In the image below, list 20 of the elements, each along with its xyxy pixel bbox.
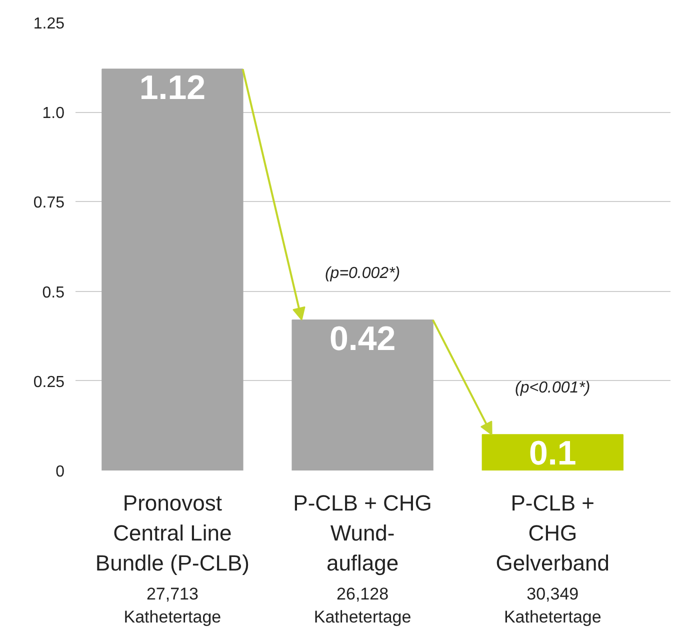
text: 27,713 Kathetertage [124, 584, 222, 626]
text: 30,349 Kathetertage [504, 584, 602, 626]
data-label: 0.1 [529, 434, 576, 473]
bar [102, 68, 244, 470]
y-tick-label: 0.25 [33, 374, 65, 391]
data-label: 1.12 [139, 69, 206, 108]
x-tick-label: P-CLB + CHG Gelverband [496, 490, 610, 576]
y-tick-label: 1.0 [42, 105, 65, 122]
y-tick-label: 0.75 [33, 194, 65, 212]
bar [292, 319, 434, 470]
y-tick-label: 0.5 [42, 284, 65, 302]
annotation: (p<0.001*) [515, 380, 590, 397]
data-label: 0.42 [329, 320, 396, 358]
annotation: (p=0.002*) [324, 264, 400, 282]
x-tick-label: P-CLB + CHG Wund- auflage [293, 490, 432, 576]
text: 26,128 Kathetertage [314, 584, 412, 626]
x-tick-label: Pronovost Central Line Bundle (P-CLB) [95, 490, 250, 576]
y-tick-label: 1.25 [33, 16, 65, 32]
bar [482, 434, 624, 470]
y-tick-label: 0 [56, 464, 65, 480]
